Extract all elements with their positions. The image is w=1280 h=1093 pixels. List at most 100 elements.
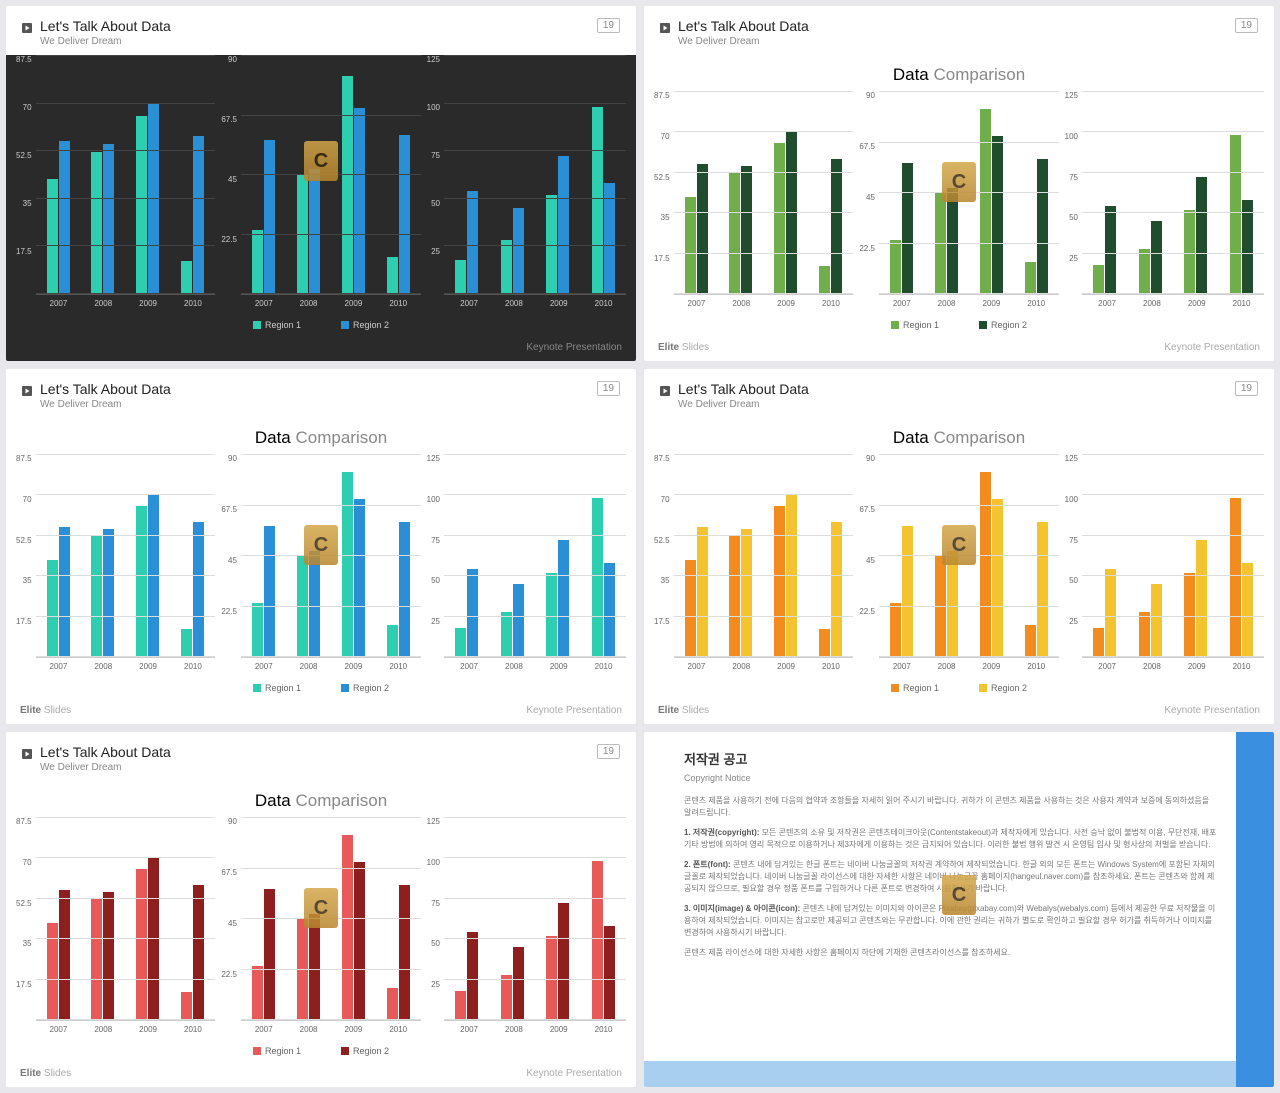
y-tick: 52.5 bbox=[654, 536, 670, 545]
x-tick: 2009 bbox=[345, 299, 363, 308]
slide-body: Data Comparison87.57052.53517.5200720082… bbox=[6, 781, 636, 1062]
bar-region1 bbox=[1184, 210, 1195, 294]
x-axis: 2007200820092010 bbox=[221, 658, 420, 671]
slide-card[interactable]: Let's Talk About DataWe Deliver Dream19D… bbox=[644, 369, 1274, 724]
copyright-intro: 콘텐츠 제품을 사용하기 전에 다음의 협약과 조항들을 자세히 읽어 주시기 … bbox=[684, 795, 1218, 819]
y-tick: 100 bbox=[427, 103, 440, 112]
x-tick: 2008 bbox=[94, 662, 112, 671]
x-axis: 2007200820092010 bbox=[221, 295, 420, 308]
legend-swatch bbox=[891, 321, 899, 329]
y-tick: 87.5 bbox=[16, 55, 32, 64]
x-tick: 2007 bbox=[50, 299, 68, 308]
slide-card[interactable]: Let's Talk About DataWe Deliver Dream19D… bbox=[6, 732, 636, 1087]
bar-region1 bbox=[685, 197, 696, 294]
y-tick: 25 bbox=[1065, 617, 1078, 626]
bars-area bbox=[1082, 454, 1264, 658]
legend-item: Region 1 bbox=[253, 683, 301, 693]
page-badge: 19 bbox=[597, 381, 620, 396]
bar-group bbox=[501, 55, 524, 294]
bar-region2 bbox=[264, 526, 275, 657]
x-axis: 2007200820092010 bbox=[221, 1021, 420, 1034]
bar-region1 bbox=[387, 625, 398, 657]
y-tick: 70 bbox=[16, 495, 32, 504]
bar-group bbox=[342, 55, 365, 294]
page-badge: 19 bbox=[1235, 381, 1258, 396]
bar-region1 bbox=[1093, 265, 1104, 294]
y-tick: 67.5 bbox=[859, 142, 875, 151]
bars-area bbox=[241, 454, 421, 658]
y-tick: 25 bbox=[427, 617, 440, 626]
x-tick: 2010 bbox=[184, 662, 202, 671]
card-subtitle: We Deliver Dream bbox=[40, 399, 171, 410]
bar-region1 bbox=[1139, 612, 1150, 657]
bar-group bbox=[890, 91, 913, 294]
slide-card[interactable]: Let's Talk About DataWe Deliver Dream19D… bbox=[644, 6, 1274, 361]
y-tick: 90 bbox=[221, 817, 237, 826]
x-tick: 2007 bbox=[1098, 299, 1116, 308]
y-axis: 125100755025 bbox=[1065, 91, 1082, 295]
y-tick: 52.5 bbox=[16, 536, 32, 545]
bar-group bbox=[592, 55, 615, 294]
x-tick: 2007 bbox=[460, 662, 478, 671]
bar-region1 bbox=[980, 472, 991, 657]
x-axis: 2007200820092010 bbox=[654, 295, 853, 308]
slide-card[interactable]: Let's Talk About DataWe Deliver Dream198… bbox=[6, 6, 636, 361]
bar-region2 bbox=[264, 140, 275, 294]
card-title: Let's Talk About Data bbox=[40, 744, 171, 760]
bar-region1 bbox=[342, 76, 353, 294]
x-tick: 2008 bbox=[94, 299, 112, 308]
x-tick: 2007 bbox=[255, 662, 273, 671]
bar-region2 bbox=[831, 522, 842, 657]
legend: Region 1Region 2 bbox=[644, 677, 1274, 699]
x-axis: 2007200820092010 bbox=[1065, 658, 1264, 671]
x-tick: 2010 bbox=[595, 299, 613, 308]
bar-region2 bbox=[604, 183, 615, 294]
y-axis: 87.57052.53517.5 bbox=[654, 454, 674, 658]
bar-group bbox=[1230, 454, 1253, 657]
bar-region2 bbox=[786, 132, 797, 294]
x-tick: 2009 bbox=[139, 299, 157, 308]
bar-group bbox=[729, 91, 752, 294]
y-axis: 9067.54522.5 bbox=[859, 91, 879, 295]
y-tick: 45 bbox=[221, 919, 237, 928]
mini-chart: 9067.54522.52007200820092010C bbox=[221, 454, 420, 671]
y-tick: 35 bbox=[16, 576, 32, 585]
y-tick: 17.5 bbox=[16, 980, 32, 989]
bar-group bbox=[1184, 91, 1207, 294]
charts-row: 87.57052.53517.5 2007200820092010 9067.545… bbox=[644, 454, 1274, 677]
card-title: Let's Talk About Data bbox=[678, 381, 809, 397]
x-tick: 2010 bbox=[822, 299, 840, 308]
legend-swatch bbox=[341, 321, 349, 329]
x-axis: 2007200820092010 bbox=[859, 295, 1058, 308]
copyright-card[interactable]: 저작권 공고Copyright Notice콘텐츠 제품을 사용하기 전에 다음… bbox=[644, 732, 1274, 1087]
legend-item: Region 2 bbox=[341, 1046, 389, 1056]
x-tick: 2009 bbox=[550, 1025, 568, 1034]
slide-card[interactable]: Let's Talk About DataWe Deliver Dream19D… bbox=[6, 369, 636, 724]
bar-group bbox=[91, 454, 114, 657]
copyright-title: 저작권 공고 bbox=[684, 750, 1218, 770]
x-tick: 2008 bbox=[300, 299, 318, 308]
x-tick: 2010 bbox=[822, 662, 840, 671]
x-tick: 2008 bbox=[300, 1025, 318, 1034]
bars-area bbox=[444, 55, 626, 295]
bar-group bbox=[455, 454, 478, 657]
mini-chart: 9067.54522.52007200820092010C bbox=[859, 454, 1058, 671]
bar-group bbox=[181, 55, 204, 294]
bar-group bbox=[501, 454, 524, 657]
x-tick: 2010 bbox=[595, 662, 613, 671]
card-header: Let's Talk About DataWe Deliver Dream19 bbox=[644, 6, 1274, 55]
x-tick: 2008 bbox=[94, 1025, 112, 1034]
y-tick: 50 bbox=[427, 199, 440, 208]
bar-region1 bbox=[935, 193, 946, 295]
slide-title: Data Comparison bbox=[6, 781, 636, 817]
bar-region1 bbox=[252, 603, 263, 657]
bar-region1 bbox=[136, 506, 147, 657]
bar-region2 bbox=[741, 529, 752, 657]
y-tick: 45 bbox=[221, 556, 237, 565]
bar-group bbox=[592, 817, 615, 1020]
x-tick: 2010 bbox=[1027, 299, 1045, 308]
x-tick: 2008 bbox=[1143, 662, 1161, 671]
legend-swatch bbox=[341, 684, 349, 692]
y-axis: 125100755025 bbox=[427, 454, 444, 658]
bar-group bbox=[685, 91, 708, 294]
